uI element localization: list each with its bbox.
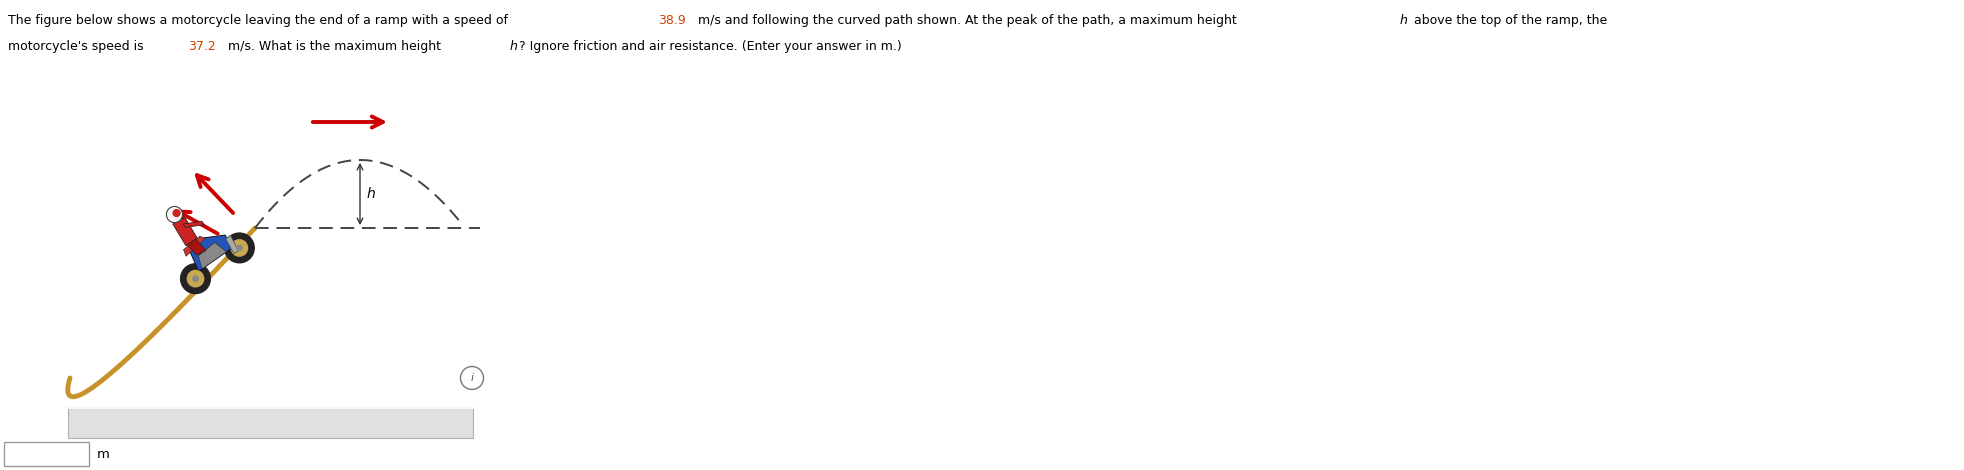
Text: h: h <box>1398 14 1406 27</box>
Polygon shape <box>198 243 226 269</box>
Circle shape <box>187 270 204 287</box>
Circle shape <box>460 367 483 390</box>
Polygon shape <box>173 218 196 246</box>
Circle shape <box>192 276 198 282</box>
Polygon shape <box>187 239 206 255</box>
Text: m/s. What is the maximum height: m/s. What is the maximum height <box>224 40 444 53</box>
Polygon shape <box>226 235 238 254</box>
Circle shape <box>232 240 247 256</box>
Polygon shape <box>183 221 204 227</box>
Text: m: m <box>96 447 110 461</box>
Circle shape <box>167 206 183 223</box>
Text: i: i <box>469 373 473 383</box>
Text: motorcycle's speed is: motorcycle's speed is <box>8 40 147 53</box>
Text: 38.9: 38.9 <box>658 14 685 27</box>
Circle shape <box>224 233 253 263</box>
Circle shape <box>173 210 181 217</box>
Bar <box>69 408 473 438</box>
Circle shape <box>236 245 242 251</box>
Polygon shape <box>191 235 232 271</box>
Text: h: h <box>509 40 517 53</box>
Text: 37.2: 37.2 <box>189 40 216 53</box>
Polygon shape <box>183 236 204 256</box>
Circle shape <box>181 264 210 294</box>
Bar <box>4 442 88 466</box>
Text: m/s and following the curved path shown. At the peak of the path, a maximum heig: m/s and following the curved path shown.… <box>693 14 1239 27</box>
Text: The figure below shows a motorcycle leaving the end of a ramp with a speed of: The figure below shows a motorcycle leav… <box>8 14 513 27</box>
Text: above the top of the ramp, the: above the top of the ramp, the <box>1408 14 1607 27</box>
Text: ? Ignore friction and air resistance. (Enter your answer in m.): ? Ignore friction and air resistance. (E… <box>518 40 901 53</box>
Text: h: h <box>367 187 375 201</box>
